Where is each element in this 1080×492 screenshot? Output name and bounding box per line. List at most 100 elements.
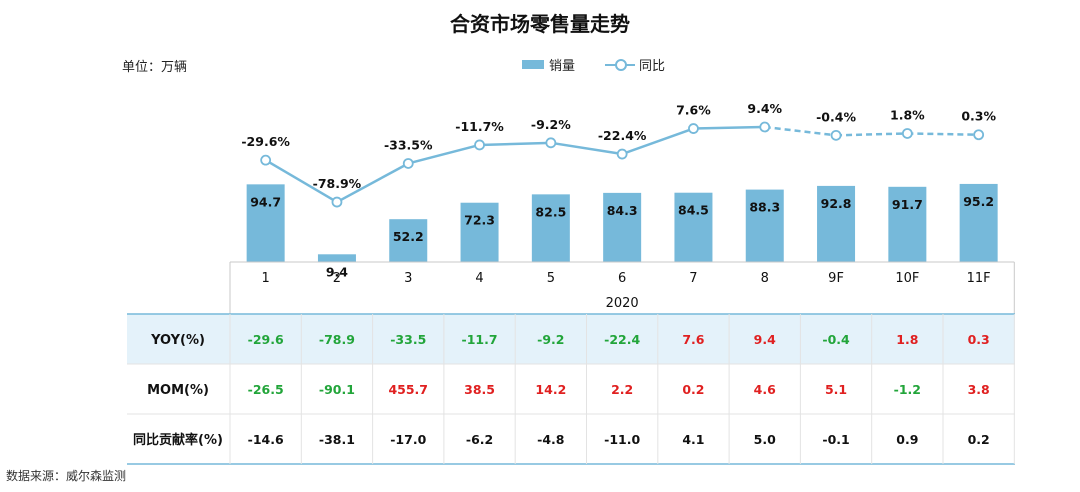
yoy-segment-6-7: [621, 127, 694, 156]
yoy-label-7: 7.6%: [676, 103, 711, 118]
table-cell-0-5: -9.2: [537, 332, 564, 347]
table-row-bg-0: [127, 314, 1015, 364]
yoy-segment-1-2: [265, 159, 338, 204]
table-cell-0-8: 9.4: [754, 332, 776, 347]
bar-3: [389, 219, 428, 262]
bar-label-4: 72.3: [464, 213, 495, 228]
bar-4: [460, 202, 499, 262]
yoy-segment-5-6: [550, 141, 623, 156]
yoy-label-6: -22.4%: [598, 128, 647, 143]
table-cell-0-7: 7.6: [682, 332, 704, 347]
yoy-segment-4-5: [479, 141, 551, 147]
bar-7: [674, 192, 713, 262]
yoy-label-5: -9.2%: [531, 117, 571, 132]
bar-label-10F: 91.7: [892, 197, 923, 212]
yoy-segment-7-8: [693, 125, 765, 130]
yoy-label-8: 9.4%: [747, 101, 782, 116]
table-cell-2-1: -14.6: [248, 432, 284, 447]
table-cell-2-5: -4.8: [537, 432, 564, 447]
yoy-point-8: [759, 121, 771, 133]
bar-10F: [888, 186, 927, 262]
table-cell-1-8: 4.6: [754, 382, 776, 397]
legend-bar-label: 销量: [549, 59, 576, 74]
table-cell-0-10F: 1.8: [896, 332, 918, 347]
table-cell-0-9F: -0.4: [822, 332, 850, 347]
x-tick-11F: 11F: [967, 271, 991, 286]
table-row-label-1: MOM(%): [147, 383, 209, 398]
yoy-segment-3-4: [407, 143, 480, 165]
table-cell-1-4: 38.5: [464, 382, 495, 397]
bar-1: [246, 184, 285, 262]
table-cell-0-3: -33.5: [390, 332, 426, 347]
yoy-point-9F: [830, 129, 842, 141]
table-cell-2-9F: -0.1: [822, 432, 849, 447]
legend: 销量 同比: [522, 55, 665, 74]
table-cell-1-7: 0.2: [682, 382, 704, 397]
table-cell-1-9F: 5.1: [825, 382, 847, 397]
chart-title: 合资市场零售量走势: [450, 12, 630, 36]
x-tick-9F: 9F: [828, 271, 844, 286]
x-tick-5: 5: [547, 271, 555, 286]
x-tick-6: 6: [618, 271, 626, 286]
bar-label-5: 82.5: [535, 204, 566, 219]
yoy-label-1: -29.6%: [241, 134, 290, 149]
bar-label-3: 52.2: [393, 229, 424, 244]
x-tick-4: 4: [475, 271, 483, 286]
x-tick-8: 8: [761, 271, 769, 286]
x-tick-3: 3: [404, 271, 412, 286]
bar-6: [603, 192, 642, 262]
legend-bar-swatch: [522, 60, 544, 69]
yoy-segment-2-3: [336, 162, 409, 204]
yoy-point-5: [545, 137, 557, 149]
unit-label: 单位：万辆: [122, 60, 188, 75]
yoy-point-4: [474, 139, 485, 151]
yoy-label-2: -78.9%: [313, 176, 362, 191]
table-cell-1-1: -26.5: [248, 382, 284, 397]
yoy-point-3: [402, 158, 414, 169]
bar-label-2: 9.4: [326, 264, 348, 279]
yoy-point-6: [616, 148, 628, 160]
table-cell-1-11F: 3.8: [968, 382, 990, 397]
bar-label-8: 88.3: [749, 200, 780, 215]
bar-label-1: 94.7: [250, 194, 281, 209]
table-cell-0-1: -29.6: [248, 332, 284, 347]
table-cell-1-10F: -1.2: [894, 382, 921, 397]
yoy-label-10F: 1.8%: [890, 107, 925, 122]
table-cell-1-5: 14.2: [535, 382, 566, 397]
yoy-point-10F: [901, 128, 913, 139]
table-row-label-0: YOY(%): [150, 333, 205, 348]
yoy-label-11F: 0.3%: [961, 109, 996, 124]
data-source: 数据来源：威尔森监测: [6, 469, 127, 483]
legend-line-swatch: [605, 58, 636, 71]
x-tick-7: 7: [689, 271, 697, 286]
table-cell-2-4: -6.2: [466, 432, 493, 447]
yoy-segment-9F-10F: [836, 132, 908, 137]
table-cell-0-2: -78.9: [319, 332, 355, 347]
table-cell-1-2: -90.1: [319, 382, 355, 397]
bar-label-6: 84.3: [607, 203, 638, 218]
table-cell-1-3: 455.7: [388, 382, 428, 397]
yoy-point-1: [260, 154, 272, 166]
bar-label-11F: 95.2: [963, 194, 994, 209]
bar-8: [745, 189, 784, 262]
bar-2: [317, 254, 356, 262]
table-cell-2-10F: 0.9: [896, 432, 918, 447]
yoy-label-4: -11.7%: [455, 119, 504, 134]
table-row-label-2: 同比贡献率(%): [133, 432, 223, 448]
yoy-point-2: [331, 196, 343, 208]
yoy-point-7: [688, 123, 699, 134]
yoy-label-3: -33.5%: [384, 137, 433, 152]
table-cell-0-4: -11.7: [462, 332, 498, 347]
bar-label-9F: 92.8: [821, 196, 852, 211]
bar-11F: [959, 183, 998, 262]
yoy-segment-10F-11F: [907, 132, 979, 136]
yoy-label-9F: -0.4%: [816, 109, 856, 124]
table-cell-2-8: 5.0: [754, 432, 776, 447]
table-cell-2-2: -38.1: [319, 432, 355, 447]
table-cell-2-6: -11.0: [604, 432, 640, 447]
yoy-point-11F: [973, 129, 985, 141]
legend-line-label: 同比: [639, 59, 666, 74]
table-cell-2-11F: 0.2: [968, 432, 990, 447]
table-cell-1-6: 2.2: [611, 382, 633, 397]
